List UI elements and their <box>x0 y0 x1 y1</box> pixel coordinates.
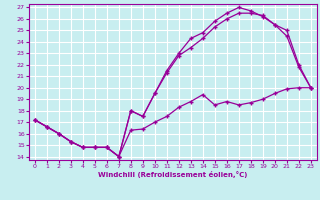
X-axis label: Windchill (Refroidissement éolien,°C): Windchill (Refroidissement éolien,°C) <box>98 171 247 178</box>
